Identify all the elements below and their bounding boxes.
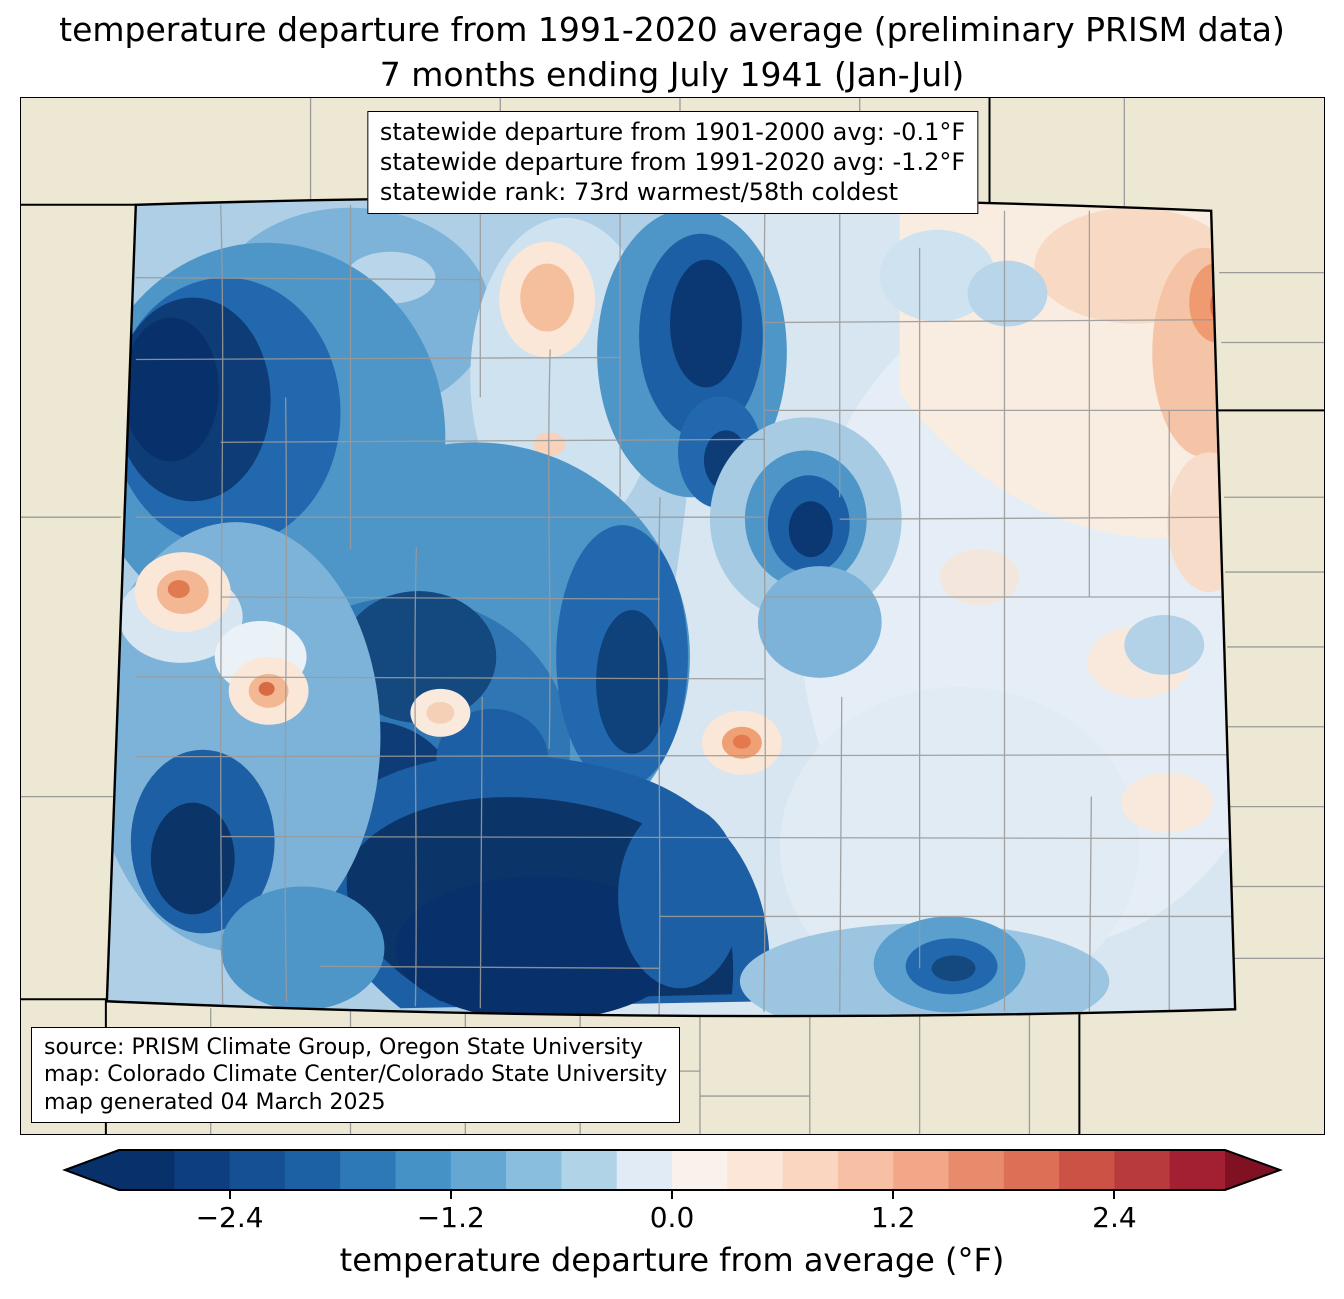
colorbar-tickmark: [1113, 1191, 1116, 1199]
colorbar-tickmark: [449, 1191, 452, 1199]
colorbar-tick-label: 0.0: [649, 1201, 695, 1234]
colorbar-tick-label: 1.2: [870, 1201, 916, 1234]
colorbar-tickmark: [228, 1191, 231, 1199]
stat-departure-1991-2020: statewide departure from 1991-2020 avg: …: [379, 147, 966, 176]
figure-title: temperature departure from 1991-2020 ave…: [0, 8, 1344, 98]
colorado-map-svg: [21, 98, 1324, 1134]
temperature-field: [106, 197, 1236, 1017]
colorbar-tick-label: 2.4: [1092, 1201, 1137, 1234]
colorbar-left-arrow: [65, 1150, 119, 1190]
stat-departure-1901-2000: statewide departure from 1901-2000 avg: …: [379, 118, 966, 146]
county-lines: [135, 204, 1236, 1017]
title-line-1: temperature departure from 1991-2020 ave…: [59, 10, 1285, 49]
map-credit-line: map: Colorado Climate Center/Colorado St…: [44, 1062, 668, 1088]
stat-statewide-rank: statewide rank: 73rd warmest/58th coldes…: [379, 177, 898, 206]
colorbar: [62, 1149, 1283, 1191]
source-box: source: PRISM Climate Group, Oregon Stat…: [31, 1027, 681, 1123]
map-generated-line: map generated 04 March 2025: [44, 1089, 386, 1115]
colorbar-tickmark: [892, 1191, 895, 1199]
colorbar-tick-label: −1.2: [416, 1201, 485, 1234]
colorbar-label: temperature departure from average (°F): [339, 1241, 1005, 1279]
colorbar-outline: [62, 1149, 1283, 1191]
map-frame: statewide departure from 1901-2000 avg: …: [20, 97, 1325, 1135]
source-line: source: PRISM Climate Group, Oregon Stat…: [44, 1035, 644, 1061]
colorbar-segments: [119, 1150, 1226, 1190]
colorbar-tickmark: [671, 1191, 673, 1199]
title-line-2: 7 months ending July 1941 (Jan-Jul): [379, 54, 965, 94]
stats-box: statewide departure from 1901-2000 avg: …: [366, 111, 979, 215]
colorbar-right-arrow: [1225, 1150, 1280, 1190]
colorbar-tick-label: −2.4: [195, 1201, 264, 1234]
